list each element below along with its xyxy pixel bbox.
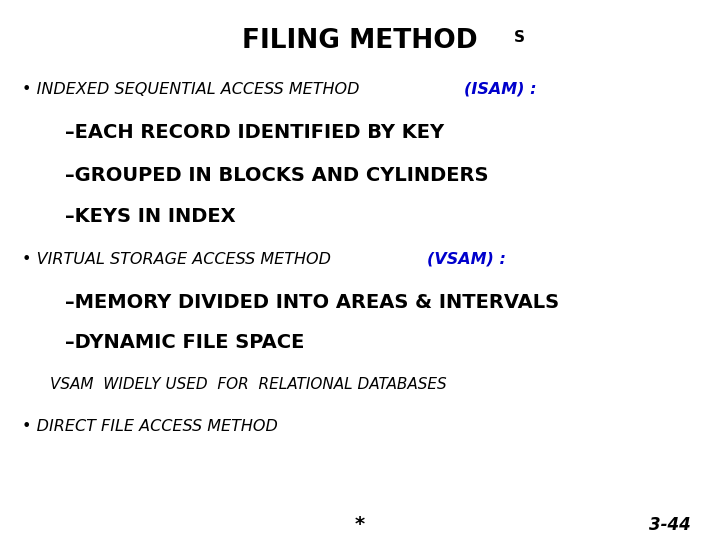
- Text: S: S: [513, 30, 524, 45]
- Text: (VSAM) :: (VSAM) :: [427, 252, 505, 267]
- Text: (ISAM) :: (ISAM) :: [464, 82, 536, 97]
- Text: 3-44: 3-44: [649, 516, 690, 534]
- Text: *: *: [355, 515, 365, 535]
- Text: –KEYS IN INDEX: –KEYS IN INDEX: [65, 206, 235, 226]
- Text: –MEMORY DIVIDED INTO AREAS & INTERVALS: –MEMORY DIVIDED INTO AREAS & INTERVALS: [65, 293, 559, 312]
- Text: • VIRTUAL STORAGE ACCESS METHOD: • VIRTUAL STORAGE ACCESS METHOD: [22, 252, 336, 267]
- Text: VSAM  WIDELY USED  FOR  RELATIONAL DATABASES: VSAM WIDELY USED FOR RELATIONAL DATABASE…: [50, 377, 447, 392]
- Text: • DIRECT FILE ACCESS METHOD: • DIRECT FILE ACCESS METHOD: [22, 419, 277, 434]
- Text: • INDEXED SEQUENTIAL ACCESS METHOD: • INDEXED SEQUENTIAL ACCESS METHOD: [22, 82, 364, 97]
- Text: –EACH RECORD IDENTIFIED BY KEY: –EACH RECORD IDENTIFIED BY KEY: [65, 123, 444, 142]
- Text: –DYNAMIC FILE SPACE: –DYNAMIC FILE SPACE: [65, 333, 304, 353]
- Text: –GROUPED IN BLOCKS AND CYLINDERS: –GROUPED IN BLOCKS AND CYLINDERS: [65, 166, 488, 185]
- Text: FILING METHOD: FILING METHOD: [242, 28, 478, 53]
